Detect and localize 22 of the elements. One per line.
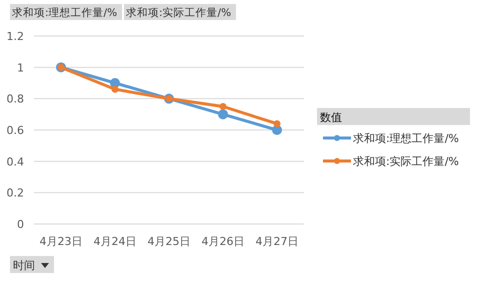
point bbox=[218, 109, 228, 120]
point bbox=[220, 103, 226, 110]
text: 求和项:实际工作量/% bbox=[126, 6, 232, 19]
x-axis-title: 时间 bbox=[13, 259, 35, 272]
y-tick-label: 0.6 bbox=[6, 124, 24, 137]
x-tick-label: 4月26日 bbox=[202, 235, 244, 248]
text: 求和项:理想工作量/% bbox=[12, 6, 118, 19]
y-tick-label: 0.8 bbox=[6, 92, 24, 106]
y-tick-label: 0.2 bbox=[6, 186, 24, 200]
legend-label: 求和项:理想工作量/% bbox=[353, 132, 459, 145]
y-tick-label: 1.2 bbox=[6, 30, 24, 43]
x-tick-label: 4月24日 bbox=[94, 235, 136, 248]
y-tick-label: 0.4 bbox=[6, 155, 24, 168]
point bbox=[112, 86, 118, 93]
x-tick-label: 4月27日 bbox=[256, 235, 298, 248]
point bbox=[274, 120, 280, 128]
y-tick-label: 0 bbox=[17, 218, 24, 231]
legend-label: 求和项:实际工作量/% bbox=[353, 155, 459, 168]
x-tick-label: 4月23日 bbox=[40, 235, 82, 248]
x-tick-label: 4月25日 bbox=[148, 235, 190, 248]
y-tick-label: 1 bbox=[17, 61, 24, 74]
legend-title: 数值 bbox=[320, 111, 342, 124]
